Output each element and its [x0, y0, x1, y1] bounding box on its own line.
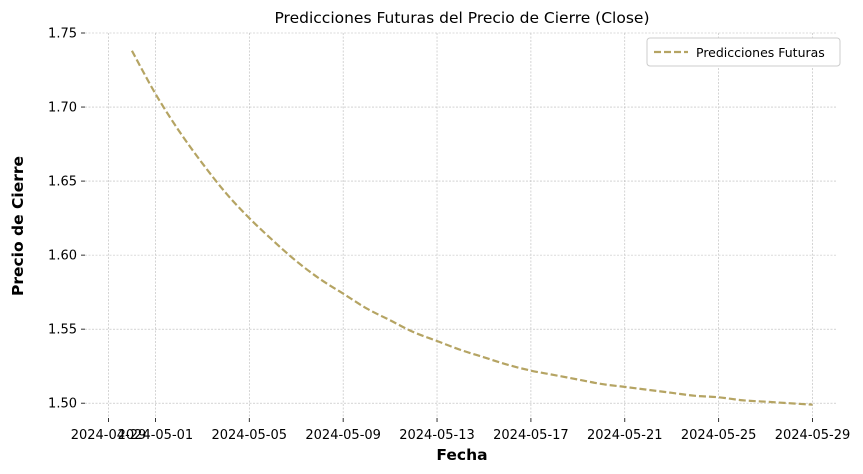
x-tick-label: 2024-05-13	[399, 428, 475, 443]
x-tick-label: 2024-05-09	[305, 428, 381, 443]
chart-title: Predicciones Futuras del Precio de Cierr…	[274, 9, 649, 27]
x-axis-label: Fecha	[436, 446, 487, 464]
series-line	[130, 50, 813, 406]
y-tick-label: 1.60	[48, 249, 77, 264]
x-tick-label: 2024-05-17	[493, 428, 569, 443]
x-tick-label: 2024-05-01	[118, 428, 194, 443]
y-tick-label: 1.55	[48, 323, 77, 338]
legend: Predicciones Futuras	[646, 37, 841, 67]
grid	[85, 32, 836, 418]
series-layer	[130, 50, 813, 406]
y-axis-label: Precio de Cierre	[9, 156, 27, 296]
x-tick-label: 2024-05-21	[587, 428, 663, 443]
x-tick-label: 2024-05-29	[775, 428, 851, 443]
y-tick-label: 1.50	[48, 397, 77, 412]
x-tick-label: 2024-04-29	[71, 428, 147, 443]
x-tick-label: 2024-05-25	[681, 428, 757, 443]
x-tick-label: 2024-05-05	[211, 428, 287, 443]
legend-box	[646, 37, 841, 67]
y-tick-label: 1.75	[48, 27, 77, 42]
legend-label: Predicciones Futuras	[696, 45, 825, 60]
y-tick-label: 1.65	[48, 175, 77, 190]
y-tick-label: 1.70	[48, 101, 77, 116]
